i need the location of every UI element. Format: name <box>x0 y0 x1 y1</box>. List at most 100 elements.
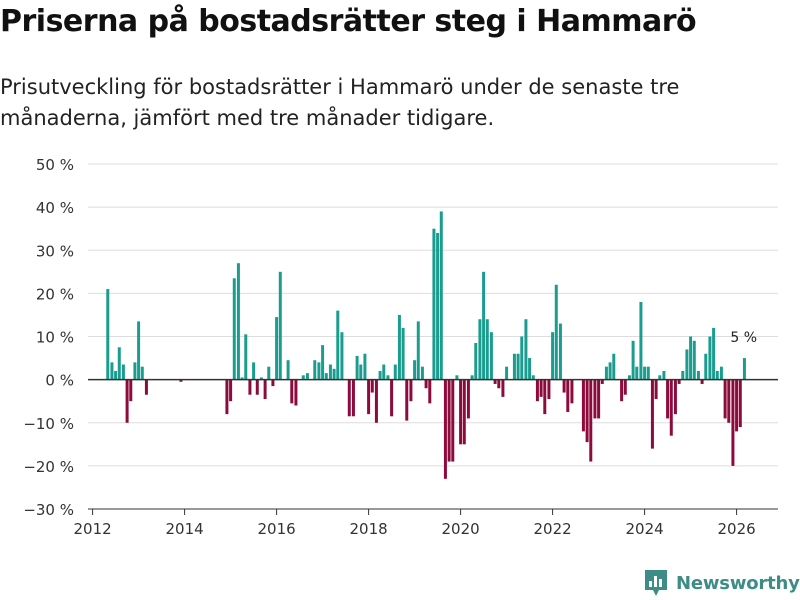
bar <box>436 233 440 380</box>
bar <box>137 321 141 380</box>
bar <box>225 379 229 415</box>
y-tick-label: −10 % <box>23 415 74 433</box>
bar <box>685 349 689 380</box>
bar <box>531 375 535 380</box>
bar <box>428 379 432 404</box>
bar <box>700 379 704 384</box>
bar <box>704 353 708 380</box>
bar <box>179 379 183 382</box>
bar <box>332 368 336 380</box>
page-title: Priserna på bostadsrätter steg i Hammarö <box>0 4 697 39</box>
bar <box>566 379 570 412</box>
bar <box>562 379 566 393</box>
bar <box>125 379 129 423</box>
bar <box>650 379 654 449</box>
bar <box>482 271 486 380</box>
bar <box>489 332 493 380</box>
bar <box>294 379 298 406</box>
bar <box>401 327 405 380</box>
brand-name: Newsworthy <box>676 572 800 594</box>
bar <box>301 375 305 380</box>
bar <box>623 379 627 395</box>
bar <box>497 379 501 389</box>
bar <box>708 336 712 380</box>
y-tick-label: −30 % <box>23 501 74 519</box>
bar <box>539 379 543 397</box>
bar <box>409 379 413 402</box>
bar <box>478 319 482 380</box>
bar <box>121 364 125 380</box>
bar <box>378 371 382 380</box>
bar <box>466 379 470 419</box>
bar <box>278 271 282 380</box>
bar <box>604 366 608 380</box>
y-tick-label: −20 % <box>23 458 74 476</box>
newsworthy-logo-icon <box>645 570 667 596</box>
bar <box>727 379 731 423</box>
bar <box>593 379 597 419</box>
bar <box>612 353 616 380</box>
bar <box>240 377 244 380</box>
bar <box>271 379 275 387</box>
bar <box>631 340 635 380</box>
last-value-annotation: 5 % <box>730 330 757 346</box>
bar <box>386 375 390 380</box>
bar <box>405 379 409 421</box>
bar <box>313 360 317 380</box>
bar <box>447 379 451 462</box>
x-tick-label: 2012 <box>74 520 112 538</box>
bar <box>286 360 290 380</box>
y-tick-label: 0 % <box>45 372 74 390</box>
bar <box>324 373 328 380</box>
axis-layer: −30 % −20 % −10 % 0 % 10 % 20 % 30 % 40 % 50 % 20… <box>23 156 778 538</box>
bar <box>501 379 505 397</box>
x-tick-label: 2016 <box>258 520 296 538</box>
bar <box>712 327 716 380</box>
bar <box>715 371 719 380</box>
bar <box>554 284 558 380</box>
bar <box>374 379 378 423</box>
bar <box>229 379 233 402</box>
bar <box>666 379 670 419</box>
bar <box>516 353 520 380</box>
bar <box>232 278 236 380</box>
bar <box>738 379 742 428</box>
bar <box>485 319 489 380</box>
bar <box>244 334 248 380</box>
bar <box>635 366 639 380</box>
bar <box>367 379 371 415</box>
bar <box>723 379 727 419</box>
bar <box>462 379 466 445</box>
bar <box>259 377 263 380</box>
x-tick-label: 2022 <box>534 520 572 538</box>
bar <box>420 366 424 380</box>
brand-logo: Newsworthy <box>643 568 800 598</box>
x-tick-label: 2026 <box>718 520 756 538</box>
bar <box>275 317 279 380</box>
bar <box>646 366 650 380</box>
bar <box>106 289 110 380</box>
bar <box>336 310 340 380</box>
bar <box>570 379 574 404</box>
bar <box>581 379 585 432</box>
bar <box>493 379 497 384</box>
bar <box>528 358 532 380</box>
bar <box>470 375 474 380</box>
bar <box>255 379 259 395</box>
bar <box>696 371 700 380</box>
bar <box>267 366 271 380</box>
bar <box>439 211 443 380</box>
bar <box>263 379 267 400</box>
bar <box>689 336 693 380</box>
bar <box>639 302 643 380</box>
bar <box>248 379 252 395</box>
bar <box>252 362 256 380</box>
bar <box>305 373 309 380</box>
x-tick-label: 2018 <box>350 520 388 538</box>
bar <box>681 371 685 380</box>
bar <box>505 366 509 380</box>
bar <box>455 375 459 380</box>
chart-subtitle: Prisutveckling för bostadsrätter i Hamma… <box>0 75 680 130</box>
bar <box>742 358 746 380</box>
bar <box>658 375 662 380</box>
